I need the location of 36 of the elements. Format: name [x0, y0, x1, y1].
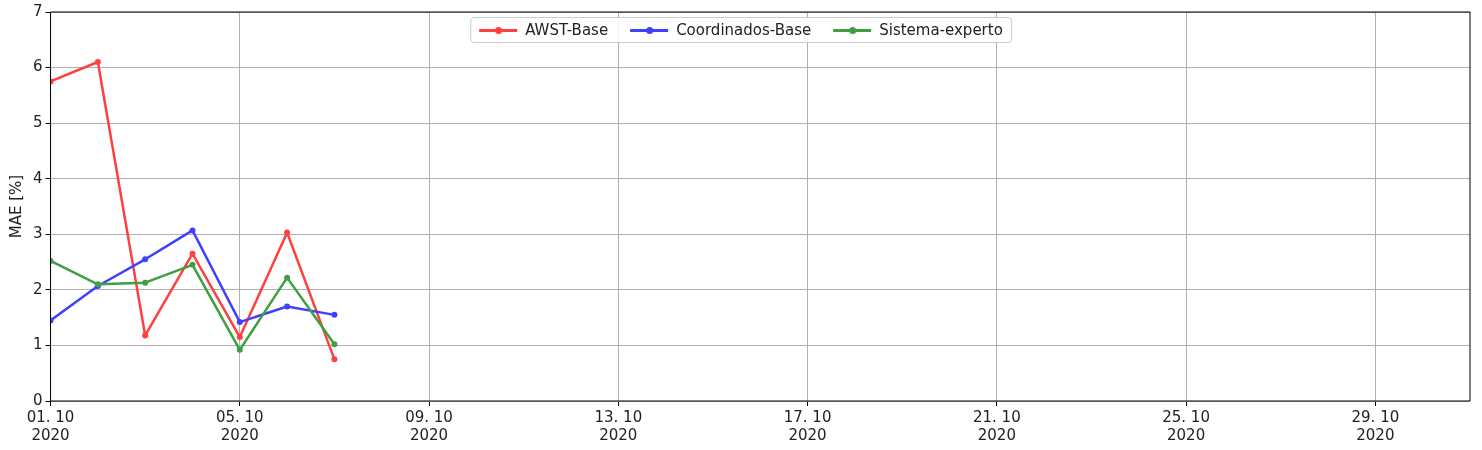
point	[331, 311, 338, 318]
y-tick-label: 3	[33, 224, 43, 243]
point	[284, 229, 291, 236]
point	[236, 319, 243, 326]
y-tick-label: 6	[33, 57, 43, 76]
point	[284, 274, 291, 281]
y-tick-label: 0	[33, 390, 43, 409]
legend-label: Sistema-experto	[879, 21, 1003, 39]
legend-label: AWST-Base	[525, 21, 609, 39]
y-tick-label: 2	[33, 279, 43, 298]
point	[189, 250, 196, 257]
point	[236, 334, 243, 341]
x-tick-label: 13. 10 2020	[594, 407, 643, 444]
x-tick-label: 25. 10 2020	[1162, 407, 1210, 444]
point	[189, 227, 196, 234]
y-tick-label: 5	[33, 113, 43, 132]
point	[189, 261, 196, 268]
x-tick-label: 21. 10 2020	[972, 407, 1021, 444]
y-tick-label: 7	[33, 1, 43, 20]
point	[142, 256, 149, 263]
point	[94, 59, 101, 66]
x-tick-label: 01. 10 2020	[26, 407, 75, 444]
x-tick-label: 09. 10 2020	[405, 407, 453, 444]
point	[142, 279, 149, 286]
point	[331, 341, 338, 348]
x-tick-label: 05. 10 2020	[215, 407, 264, 444]
point	[331, 356, 338, 363]
y-axis-title: MAE [%]	[6, 174, 25, 239]
legend-label: Coordinados-Base	[676, 21, 812, 39]
y-tick-label: 4	[33, 168, 43, 187]
point	[142, 332, 149, 339]
x-tick-label: 17. 10 2020	[783, 407, 832, 444]
x-tick-label: 29. 10 2020	[1351, 407, 1400, 444]
point	[284, 303, 291, 310]
point	[236, 346, 243, 353]
y-tick-label: 1	[33, 335, 43, 354]
